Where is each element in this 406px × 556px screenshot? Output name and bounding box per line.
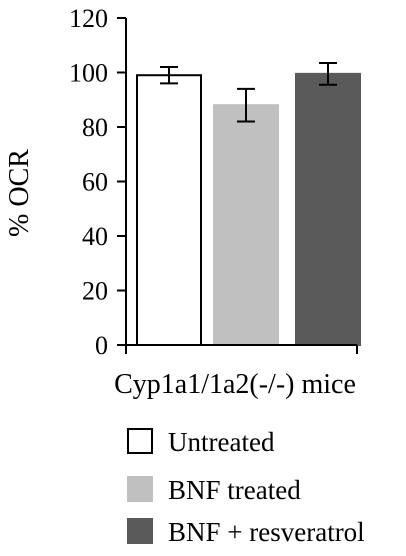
legend-label-1: Untreated [168, 427, 275, 457]
bar-1 [136, 74, 202, 346]
x-axis [125, 344, 358, 354]
legend-label-3: BNF + resveratrol [168, 517, 365, 547]
legend-swatch-1 [127, 428, 153, 454]
y-axis-label: % OCR [4, 149, 35, 237]
y-axis: 0 20 40 60 80 100 120 [69, 4, 127, 360]
legend: Untreated BNF treated BNF + resveratrol [127, 427, 365, 547]
legend-swatch-2 [127, 476, 153, 502]
y-tick-label: 20 [82, 277, 108, 306]
bars [136, 72, 361, 347]
y-tick-label: 0 [95, 331, 108, 360]
y-tick-label: 40 [82, 222, 108, 251]
y-tick-label: 80 [82, 113, 108, 142]
y-tick-label: 100 [69, 59, 108, 88]
y-tick-label: 60 [82, 168, 108, 197]
error-bars [160, 61, 337, 123]
x-axis-label: Cyp1a1/1a2(-/-) mice [114, 369, 356, 400]
bar-2 [213, 104, 279, 346]
bar-3 [295, 72, 361, 347]
y-tick-label: 120 [69, 4, 108, 33]
legend-label-2: BNF treated [168, 475, 301, 505]
legend-swatch-3 [127, 518, 153, 544]
